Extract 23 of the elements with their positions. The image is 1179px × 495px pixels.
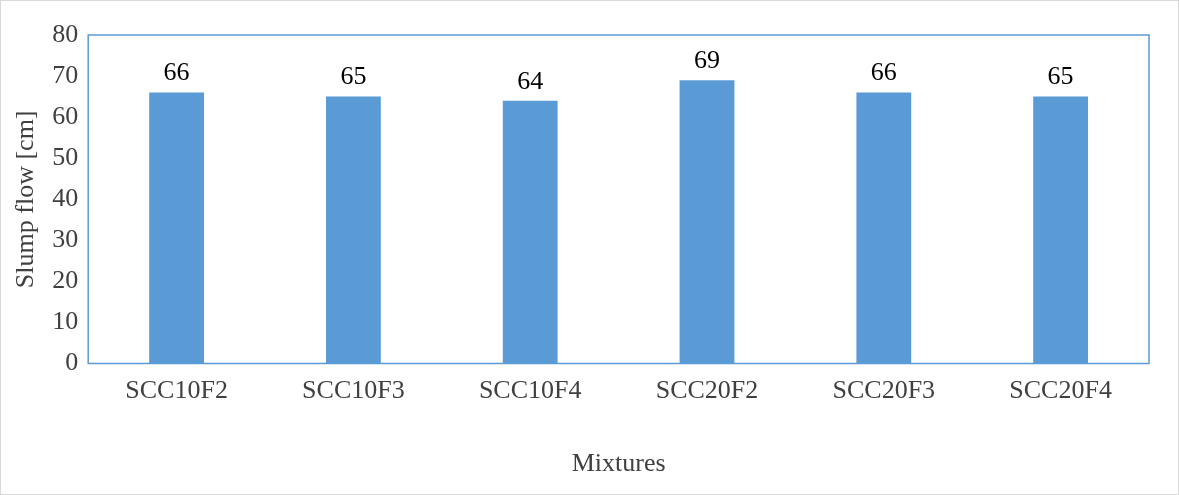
y-tick-label: 80	[52, 18, 79, 48]
y-tick-label: 20	[52, 265, 79, 295]
x-tick-label: SCC10F3	[302, 375, 405, 405]
x-tick-label: SCC20F2	[655, 375, 759, 405]
y-tick-label: 0	[65, 347, 79, 377]
x-tick-label: SCC20F4	[1009, 375, 1112, 405]
y-tick-label: 60	[52, 100, 79, 130]
data-label: 65	[1047, 61, 1074, 91]
y-tick-label: 30	[52, 224, 79, 254]
y-tick-label: 70	[52, 59, 79, 89]
x-tick-label: SCC10F4	[478, 375, 582, 405]
data-label: 69	[694, 45, 720, 75]
data-label: 66	[870, 57, 897, 87]
y-tick-label: 50	[52, 142, 79, 172]
y-tick-label: 10	[52, 306, 79, 336]
y-tick-label: 40	[52, 183, 79, 213]
x-axis-title: Mixtures	[571, 448, 666, 478]
x-tick-label: SCC20F3	[832, 375, 936, 405]
data-label: 66	[163, 57, 190, 87]
data-label: 64	[517, 65, 544, 95]
y-axis-title: Slump flow [cm]	[10, 110, 40, 289]
x-tick-label: SCC10F2	[125, 375, 228, 405]
data-label: 65	[340, 61, 367, 91]
